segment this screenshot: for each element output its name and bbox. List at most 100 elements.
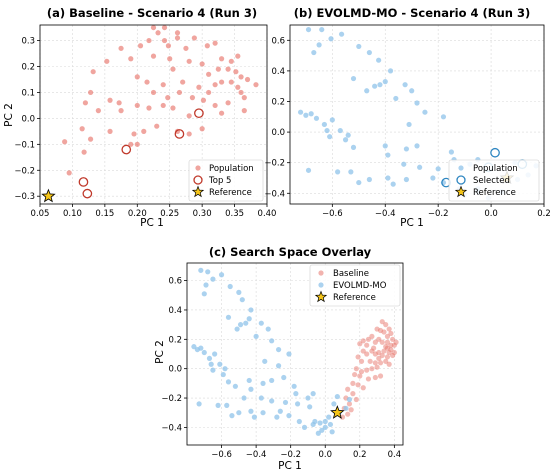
panel-c-frame	[186, 262, 404, 446]
population-point	[137, 43, 144, 49]
population-point	[165, 43, 172, 49]
population-point	[241, 108, 247, 114]
population-point	[204, 43, 210, 49]
panel-b-marks	[297, 26, 539, 201]
baseline-point	[369, 333, 375, 339]
population-point	[183, 45, 189, 51]
population-point	[81, 149, 87, 155]
population-point	[244, 76, 251, 83]
baseline-point	[374, 364, 380, 370]
population-point	[118, 108, 124, 114]
population-point	[161, 37, 168, 44]
population-point	[154, 123, 160, 129]
legend-reference-star-icon	[314, 290, 328, 303]
panel-b-title: (b) EVOLMD-MO - Scenario 4 (Run 3)	[294, 6, 531, 20]
evolmd-mo-point	[322, 418, 328, 425]
population-point	[180, 79, 186, 85]
population-point	[128, 141, 134, 147]
baseline-point	[384, 354, 391, 360]
population-point	[155, 30, 161, 36]
panel-a-marks	[41, 24, 259, 203]
population-point	[206, 89, 212, 96]
population-point	[366, 176, 372, 183]
evolmd-mo-point	[294, 401, 301, 407]
baseline-point	[360, 385, 366, 391]
evolmd-mo-point	[258, 320, 264, 326]
evolmd-mo-point	[346, 396, 353, 403]
x-tick-label: −0.4	[375, 209, 396, 219]
population-point	[118, 45, 124, 51]
evolmd-mo-point	[331, 401, 337, 407]
baseline-point	[377, 360, 384, 366]
baseline-point	[360, 348, 366, 354]
baseline-point	[364, 367, 370, 373]
y-tick-label: 0.6	[271, 36, 285, 46]
evolmd-mo-point	[212, 351, 218, 357]
population-point	[356, 179, 362, 186]
panel-b-legend: Population Selected Reference	[448, 159, 540, 202]
panel-c-ylabel: PC 2	[154, 340, 166, 364]
panel-a-legend: Population Top 5 Reference	[188, 159, 264, 202]
baseline-point	[377, 373, 384, 379]
baseline-point	[379, 339, 385, 345]
population-point	[107, 97, 113, 103]
evolmd-mo-point	[225, 379, 232, 385]
x-tick-label: 0.20	[128, 209, 147, 219]
population-point	[134, 102, 140, 109]
population-point	[212, 102, 218, 109]
baseline-point	[360, 338, 366, 344]
evolmd-mo-point	[260, 380, 266, 386]
evolmd-mo-point	[329, 429, 335, 435]
baseline-point	[345, 411, 351, 417]
top-5-ring	[121, 144, 132, 155]
population-point	[327, 134, 333, 140]
evolmd-mo-point	[198, 345, 204, 351]
panel-b-frame	[289, 24, 545, 205]
x-tick-label: −0.2	[428, 209, 449, 219]
population-point	[196, 84, 202, 90]
y-tick-label: 0.2	[271, 97, 285, 107]
population-point	[356, 43, 362, 50]
panel-b-legend-reference: Reference	[473, 188, 516, 198]
y-tick-label: −0.2	[161, 394, 182, 404]
population-point	[219, 56, 225, 62]
evolmd-mo-point	[305, 395, 311, 401]
legend-reference-star-icon	[191, 185, 205, 198]
population-point	[385, 175, 391, 181]
population-point	[128, 56, 134, 62]
population-point	[225, 100, 231, 106]
population-point	[417, 164, 423, 170]
x-tick-label: 0.2	[353, 450, 367, 460]
legend-population-marker	[458, 165, 464, 171]
population-point	[212, 82, 218, 88]
x-tick-label: −0.4	[246, 450, 267, 460]
evolmd-mo-point	[296, 418, 302, 425]
population-point	[212, 40, 218, 46]
population-point	[228, 58, 234, 64]
population-point	[324, 127, 330, 134]
evolmd-mo-point	[286, 351, 292, 357]
y-tick-label: 0.0	[168, 365, 182, 375]
population-point	[402, 82, 408, 88]
evolmd-mo-point	[253, 333, 259, 339]
evolmd-mo-point	[269, 398, 275, 404]
top-5-ring	[82, 188, 93, 199]
population-point	[311, 49, 317, 56]
panel-a-legend-reference: Reference	[209, 188, 252, 198]
evolmd-mo-point	[248, 408, 254, 414]
panel-c-marks	[191, 267, 399, 436]
baseline-point	[372, 351, 378, 357]
baseline-point	[391, 349, 397, 356]
population-point	[448, 149, 454, 155]
panel-a-ylabel: PC 2	[3, 103, 15, 127]
baseline-point	[372, 360, 378, 366]
evolmd-mo-point	[282, 399, 289, 406]
population-point	[146, 105, 152, 111]
baseline-point	[393, 339, 399, 345]
baseline-point	[376, 336, 382, 342]
population-point	[144, 79, 150, 85]
population-point	[385, 152, 391, 158]
baseline-point	[357, 341, 363, 347]
population-point	[328, 36, 334, 42]
baseline-point	[369, 366, 375, 372]
